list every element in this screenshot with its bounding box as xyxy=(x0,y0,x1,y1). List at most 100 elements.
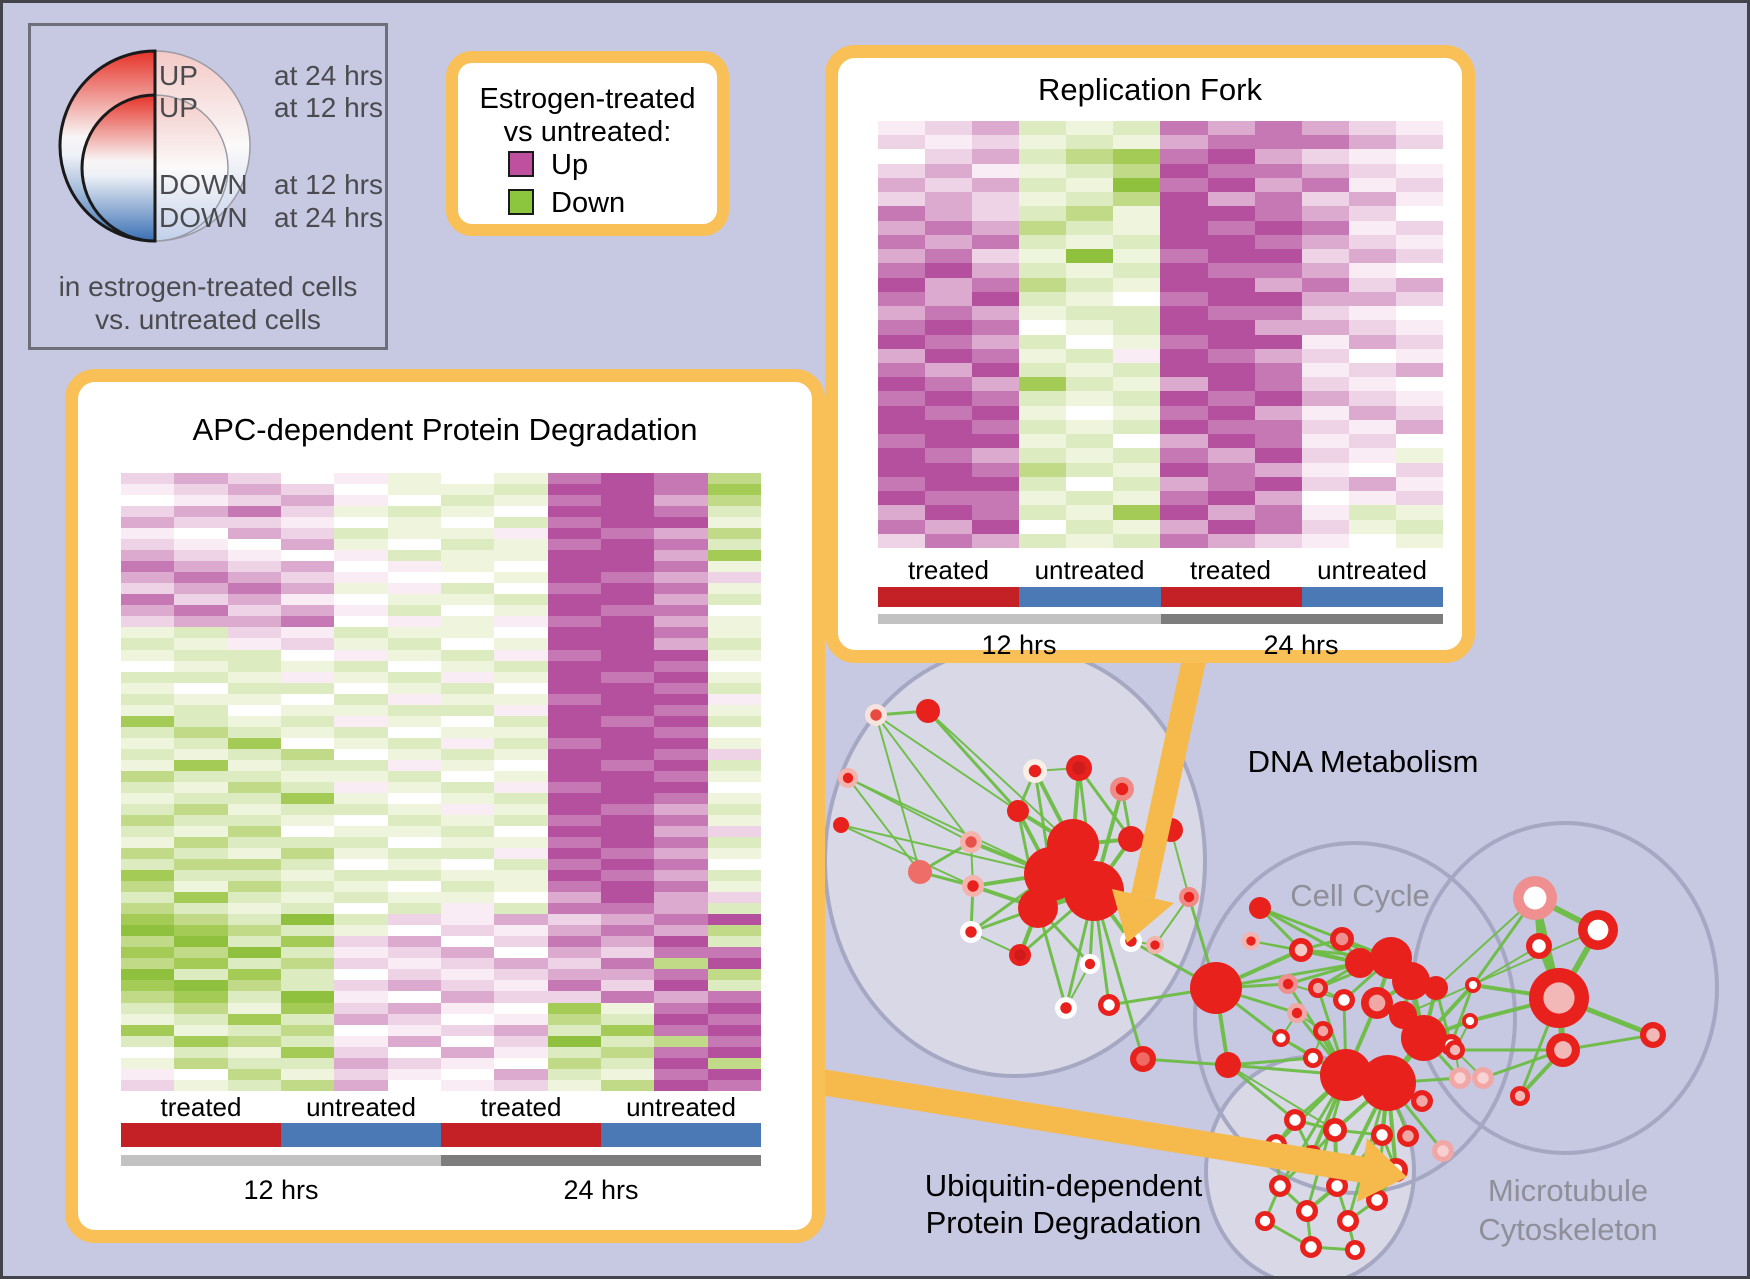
network-node-core xyxy=(870,709,882,721)
heatmap-row xyxy=(121,969,761,981)
rf-time-label-12: 12 hrs xyxy=(981,630,1057,660)
heatmap-row xyxy=(121,561,761,573)
network-node-core xyxy=(1465,1016,1475,1026)
heatmap-row xyxy=(121,814,761,826)
heatmap-row xyxy=(121,770,761,782)
apc-heatmap xyxy=(121,473,761,1091)
apc-col-label: treated xyxy=(160,1092,242,1122)
heatmap-row xyxy=(878,206,1443,221)
network-edge xyxy=(1259,907,1343,940)
heatmap-row xyxy=(121,892,761,904)
heatmap-row xyxy=(121,539,761,551)
network-node-core xyxy=(1395,1007,1411,1023)
network-node-core xyxy=(1221,1058,1235,1072)
heatmap-row xyxy=(121,826,761,838)
network-edge xyxy=(1227,1064,1336,1131)
heatmap-row xyxy=(121,1002,761,1014)
heatmap-row xyxy=(878,377,1443,392)
network-node-core xyxy=(1335,932,1349,946)
heatmap-row xyxy=(121,848,761,860)
heatmap-row xyxy=(121,803,761,815)
network-node-core xyxy=(1468,980,1478,990)
dna-metabolism-label: DNA Metabolism xyxy=(1247,744,1479,779)
ring-row-dir: DOWN xyxy=(159,169,248,200)
heatmap-row xyxy=(878,277,1443,292)
heatmap-row xyxy=(121,1024,761,1036)
heatmap-row xyxy=(121,881,761,893)
updown-rings-icon xyxy=(58,49,251,243)
ring-row-dir: UP xyxy=(159,92,198,123)
network-node-core xyxy=(1554,1041,1572,1059)
heatmap-row xyxy=(121,914,761,926)
callout-arrow-head xyxy=(1112,889,1174,943)
network-node-core xyxy=(836,820,846,830)
network-node-core xyxy=(1514,1090,1526,1102)
network-node-core xyxy=(1532,939,1546,953)
heatmap-row xyxy=(121,572,761,584)
network-node-core xyxy=(1183,891,1195,903)
heatmap-row xyxy=(878,448,1443,463)
heatmap-row xyxy=(121,903,761,915)
network-node-core xyxy=(1276,1033,1286,1043)
heatmap-row xyxy=(121,781,761,793)
heatmap-row xyxy=(121,704,761,716)
heatmap-row xyxy=(878,234,1443,250)
network-edge xyxy=(1226,1056,1315,1067)
network-edge xyxy=(1402,929,1599,1016)
microtubule-label-line2: Cytoskeleton xyxy=(1478,1212,1658,1247)
network-edge xyxy=(927,710,1074,846)
network-edge xyxy=(926,709,1020,813)
network-node-core xyxy=(1328,1123,1342,1137)
network-node-core xyxy=(1084,958,1096,970)
network-edge xyxy=(875,714,921,873)
heatmap-row xyxy=(121,671,761,683)
network-node-core xyxy=(1103,999,1115,1011)
ubiquitin-label-line2: Protein Degradation xyxy=(925,1205,1202,1240)
heatmap-row xyxy=(121,517,761,529)
heatmap-row xyxy=(121,660,761,672)
heatmap-row xyxy=(121,528,761,540)
network-node-core xyxy=(1305,1241,1317,1253)
heatmap-row xyxy=(121,748,761,760)
heatmap-row xyxy=(121,1079,761,1091)
network-node-core xyxy=(1028,764,1042,778)
rf-time-bar xyxy=(878,614,1443,624)
ring-row-time: at 12 hrs xyxy=(274,92,383,123)
network-node-core xyxy=(1449,1044,1461,1056)
ring-row-time: at 24 hrs xyxy=(274,60,383,91)
ring-legend-caption-line1: in estrogen-treated cells xyxy=(58,271,358,302)
heatmap-row xyxy=(121,627,761,639)
heatmap-row xyxy=(121,715,761,727)
network-node-core xyxy=(1454,1072,1466,1084)
network-node-core xyxy=(1291,1007,1303,1019)
network-node-core xyxy=(967,880,979,892)
heatmap-row xyxy=(121,473,761,485)
heatmap-row xyxy=(878,419,1443,435)
heatmap-row xyxy=(878,462,1443,477)
apc-time-label-24: 24 hrs xyxy=(563,1175,639,1205)
network-node-core xyxy=(1368,994,1386,1012)
network-node-core xyxy=(1373,1068,1403,1098)
rf-col-label: treated xyxy=(908,555,989,585)
network-node-core xyxy=(1274,1180,1286,1192)
network-edge xyxy=(875,714,1019,812)
network-node-core xyxy=(1646,1028,1660,1042)
heatmap-row xyxy=(878,220,1443,235)
network-node-core xyxy=(913,865,927,879)
heatmap-row xyxy=(878,192,1443,207)
heatmap-row xyxy=(878,149,1443,164)
network-diagram xyxy=(812,644,1719,1276)
heatmap-row xyxy=(121,583,761,595)
network-edge xyxy=(847,777,1052,875)
callout-arrow-shaft xyxy=(1131,648,1208,899)
heatmap-row xyxy=(121,726,761,738)
ubiquitin-label-line1: Ubiquitin-dependent xyxy=(924,1168,1203,1203)
network-edge xyxy=(1141,1057,1230,1067)
network-node-core xyxy=(1380,947,1402,969)
heatmap-row xyxy=(121,1057,761,1069)
heatmap-row xyxy=(121,484,761,496)
network-node-core xyxy=(1307,1052,1319,1064)
ring-row-time: at 12 hrs xyxy=(274,169,383,200)
heatmap-row xyxy=(121,737,761,749)
updown-legend-box: Estrogen-treated vs untreated: Up Down xyxy=(446,51,729,236)
